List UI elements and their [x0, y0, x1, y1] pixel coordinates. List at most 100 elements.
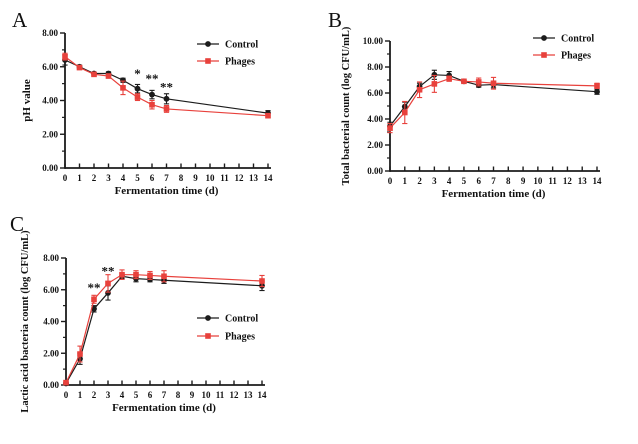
x-tick-label: 1: [77, 173, 82, 183]
data-point-circle: [105, 290, 111, 296]
x-tick-label: 6: [476, 176, 481, 186]
legend-label: Phages: [225, 332, 255, 343]
y-tick-label: 6.00: [43, 285, 59, 295]
y-tick-label: 2.00: [43, 348, 59, 358]
legend: Control Phages: [197, 314, 258, 343]
data-point-square: [446, 75, 452, 82]
data-point-square: [119, 271, 125, 278]
y-tick-label: 2.00: [367, 140, 383, 150]
x-axis: 0 1 2 3 4 5 6 7 8 9 10 11 12 13 14: [63, 163, 274, 183]
x-tick-label: 11: [548, 176, 557, 186]
data-point-circle: [163, 95, 170, 102]
significance-marker: **: [146, 71, 159, 86]
legend-marker-circle: [541, 35, 547, 41]
x-tick-label: 2: [92, 173, 97, 183]
x-axis-title: Fermentation time (d): [115, 185, 219, 197]
data-point-square: [133, 271, 139, 278]
data-point-square: [461, 78, 467, 85]
series-phages: [63, 269, 265, 386]
data-point-square: [163, 106, 170, 112]
x-tick-label: 4: [120, 390, 125, 400]
x-tick-label: 0: [64, 390, 69, 400]
x-tick-label: 3: [106, 390, 111, 400]
x-tick-label: 11: [216, 390, 225, 400]
x-tick-label: 8: [506, 176, 511, 186]
x-tick-label: 12: [230, 390, 240, 400]
legend-marker-circle: [205, 315, 211, 321]
data-point-square: [77, 351, 83, 357]
x-tick-label: 4: [121, 173, 126, 183]
legend: Control Phages: [197, 40, 258, 68]
x-axis: 0 1 2 3 4 5 6 7 8 9 10 11 12 13 14: [64, 380, 267, 400]
data-point-circle: [149, 91, 155, 98]
x-tick-label: 6: [150, 173, 155, 183]
data-point-square: [147, 272, 153, 279]
x-tick-label: 2: [92, 390, 97, 400]
x-tick-label: 3: [106, 173, 111, 183]
x-tick-label: 1: [403, 176, 408, 186]
legend-label: Phages: [225, 57, 255, 68]
x-tick-label: 5: [134, 390, 139, 400]
x-tick-label: 12: [235, 173, 245, 183]
data-point-square: [76, 64, 83, 71]
data-point-square: [149, 101, 155, 108]
panel-label-c: C: [10, 212, 25, 236]
significance-annotations: * ****: [134, 66, 173, 95]
legend-marker-square: [205, 58, 211, 64]
data-point-circle: [431, 71, 438, 78]
data-point-square: [416, 86, 423, 93]
x-tick-label: 12: [563, 176, 573, 186]
x-tick-label: 10: [206, 173, 216, 183]
y-axis-title: Total bacterial count (log CFU/mL): [341, 26, 352, 185]
data-point-square: [105, 280, 111, 287]
legend-label: Control: [225, 40, 258, 51]
data-point-square: [401, 109, 408, 116]
data-point-circle: [120, 77, 126, 84]
y-axis-title: pH value: [21, 79, 33, 122]
legend-marker-square: [205, 333, 211, 339]
x-axis: 0 1 2 3 4 5 6 7 8 9 10 11 12 13 14: [388, 166, 603, 186]
data-point-square: [475, 79, 482, 85]
x-axis-title: Fermentation time (d): [442, 188, 546, 200]
axes: 0.002.004.006.008.000 1 2 3 4 5 6 7 8 9 10 11 12 13 14: [42, 28, 273, 183]
data-point-circle: [134, 85, 141, 92]
y-tick-label: 2.00: [42, 129, 58, 139]
x-tick-label: 5: [462, 176, 467, 186]
x-tick-label: 0: [63, 173, 68, 183]
x-tick-label: 14: [264, 173, 274, 183]
y-tick-label: 8.00: [42, 28, 58, 38]
axes: 0.002.004.006.008.000 1 2 3 4 5 6 7 8 9 10 11 12 13 14: [43, 253, 267, 400]
y-tick-label: 4.00: [42, 96, 58, 106]
x-tick-label: 13: [244, 390, 254, 400]
x-tick-label: 11: [220, 173, 229, 183]
x-tick-label: 7: [491, 176, 496, 186]
panel-label-a: A: [12, 8, 28, 32]
series-phages: [62, 52, 271, 119]
significance-marker: **: [160, 79, 173, 94]
data-point-square: [134, 94, 141, 100]
x-tick-label: 9: [521, 176, 526, 186]
data-point-square: [265, 112, 271, 119]
legend-label: Control: [561, 34, 594, 45]
x-tick-label: 9: [193, 173, 198, 183]
y-tick-label: 0.00: [367, 166, 383, 176]
significance-marker: **: [102, 263, 115, 278]
y-axis: 0.00 2.00 4.00 6.00 8.00: [42, 28, 65, 173]
x-tick-label: 14: [593, 176, 603, 186]
data-point-square: [62, 53, 68, 60]
data-point-circle: [594, 88, 600, 95]
data-point-square: [431, 81, 438, 87]
data-point-square: [259, 278, 265, 284]
y-axis: 0.00 2.00 4.00 6.00 8.00 10.00: [363, 36, 390, 176]
x-tick-label: 4: [447, 176, 452, 186]
y-tick-label: 10.00: [363, 36, 384, 46]
x-tick-label: 13: [249, 173, 259, 183]
y-tick-label: 0.00: [43, 380, 59, 390]
legend-marker-square: [541, 52, 547, 58]
series-phages: [387, 74, 600, 134]
y-tick-label: 4.00: [43, 317, 59, 327]
x-tick-label: 10: [533, 176, 543, 186]
